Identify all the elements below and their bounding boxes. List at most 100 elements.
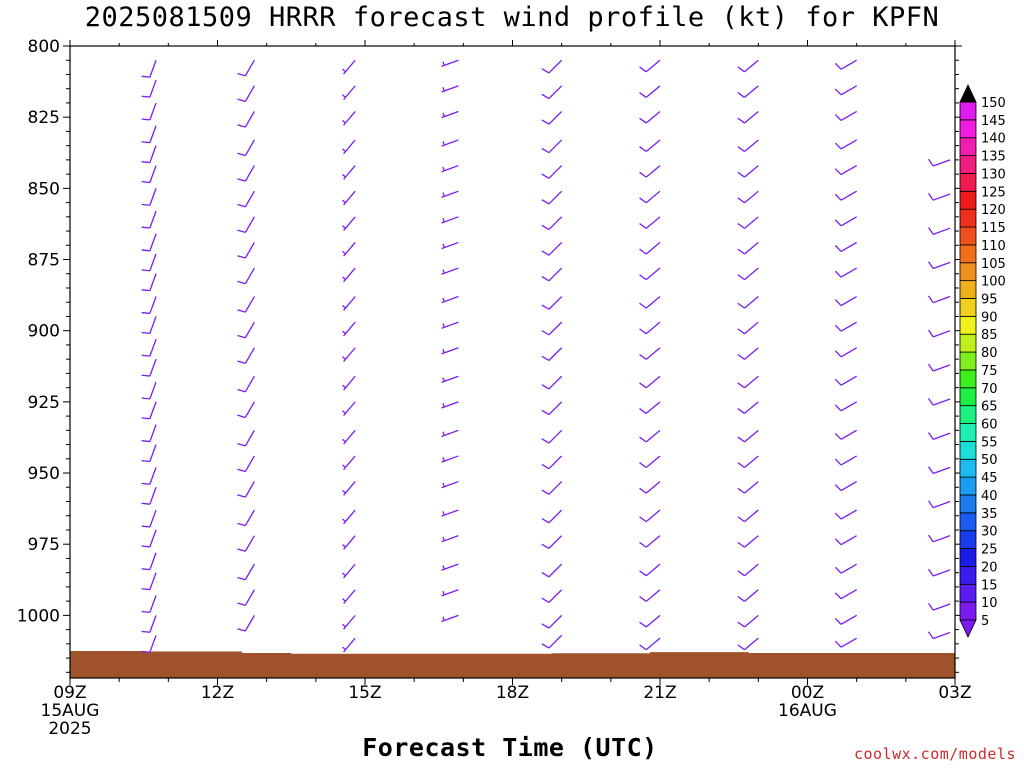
barb-staff	[244, 267, 255, 284]
barb-feather	[639, 353, 647, 360]
wind-barb	[342, 429, 356, 445]
wind-barb	[737, 637, 759, 651]
wind-barb	[342, 321, 356, 337]
wind-barb	[237, 139, 255, 157]
wind-barb	[342, 563, 356, 579]
barb-feather	[541, 119, 550, 125]
barb-half-feather	[342, 646, 346, 651]
colorbar-label: 15	[981, 578, 998, 593]
barb-feather	[141, 75, 150, 78]
barb-staff	[744, 165, 759, 178]
barb-half-feather	[342, 438, 346, 443]
wind-barb	[237, 563, 255, 581]
wind-barb	[342, 267, 356, 283]
wind-barb	[441, 190, 459, 198]
wind-barb	[141, 401, 157, 420]
wind-barb	[639, 347, 661, 360]
barb-feather	[639, 328, 647, 335]
barb-feather	[237, 334, 246, 339]
wind-barb	[834, 401, 857, 412]
wind-barb	[834, 85, 857, 96]
wind-barb	[441, 480, 459, 489]
barb-staff	[744, 614, 759, 628]
wind-barb	[441, 59, 459, 68]
barb-staff	[149, 401, 157, 419]
wind-barb	[342, 481, 356, 496]
barb-feather	[737, 570, 745, 577]
barb-feather	[639, 436, 647, 443]
barb-feather	[737, 382, 745, 389]
barb-feather	[141, 95, 150, 98]
barb-staff	[343, 190, 356, 206]
wind-barb	[928, 295, 951, 304]
barb-staff	[645, 267, 661, 281]
barb-feather	[834, 193, 842, 201]
wind-barb	[834, 563, 857, 574]
barb-staff	[149, 188, 157, 206]
barb-feather	[834, 592, 842, 600]
wind-barb	[639, 429, 661, 443]
barb-feather	[737, 462, 745, 469]
barb-staff	[932, 466, 951, 475]
barb-staff	[744, 429, 759, 443]
plot-frame	[69, 45, 956, 679]
wind-barb	[141, 102, 157, 121]
barb-half-feather	[442, 192, 445, 197]
wind-barb	[141, 79, 157, 98]
barb-staff	[244, 615, 255, 632]
wind-barb	[141, 210, 157, 229]
colorbar-segment	[959, 566, 977, 585]
colorbar-top-arrow	[959, 84, 977, 103]
barb-feather	[237, 203, 246, 208]
colorbar-label: 20	[981, 560, 998, 575]
barb-half-feather	[342, 94, 346, 98]
barb-staff	[548, 429, 563, 444]
barb-half-feather	[442, 243, 445, 248]
barb-feather	[639, 171, 647, 178]
barb-staff	[744, 241, 759, 255]
wind-barb	[141, 529, 157, 548]
barb-feather	[737, 541, 745, 548]
barb-staff	[149, 595, 157, 613]
barb-half-feather	[342, 199, 346, 204]
barb-staff	[645, 85, 661, 98]
barb-feather	[737, 171, 745, 178]
wind-barb	[639, 401, 661, 414]
barb-staff	[744, 347, 759, 360]
barb-feather	[237, 443, 246, 447]
barb-feather	[141, 650, 150, 653]
barb-staff	[840, 563, 857, 574]
barb-feather	[237, 576, 246, 581]
barb-feather	[237, 628, 246, 632]
barb-staff	[932, 569, 951, 577]
barb-feather	[834, 62, 842, 70]
wind-barb	[834, 321, 857, 332]
barb-staff	[645, 347, 661, 360]
wind-barb	[441, 216, 459, 224]
colorbar-label: 40	[981, 489, 998, 504]
barb-feather	[141, 482, 150, 485]
barb-staff	[744, 481, 759, 494]
barb-feather	[541, 463, 550, 470]
barb-feather	[737, 302, 745, 309]
barb-feather	[237, 522, 246, 527]
barb-half-feather	[342, 384, 346, 389]
wind-barb	[639, 455, 661, 469]
barb-staff	[343, 296, 356, 311]
barb-staff	[343, 321, 356, 337]
wind-barb	[237, 535, 255, 552]
barb-feather	[541, 250, 550, 256]
colorbar-label: 130	[981, 167, 1006, 182]
barb-feather	[639, 146, 647, 153]
colorbar-segment	[959, 226, 977, 246]
wind-barb	[441, 401, 459, 409]
wind-barb	[834, 110, 857, 122]
barb-staff	[244, 242, 255, 259]
barb-staff	[645, 216, 661, 229]
barb-feather	[639, 117, 647, 124]
barb-staff	[840, 455, 857, 466]
barb-staff	[548, 59, 563, 74]
barb-feather	[834, 270, 842, 278]
barb-staff	[744, 455, 759, 469]
barb-staff	[548, 563, 563, 578]
